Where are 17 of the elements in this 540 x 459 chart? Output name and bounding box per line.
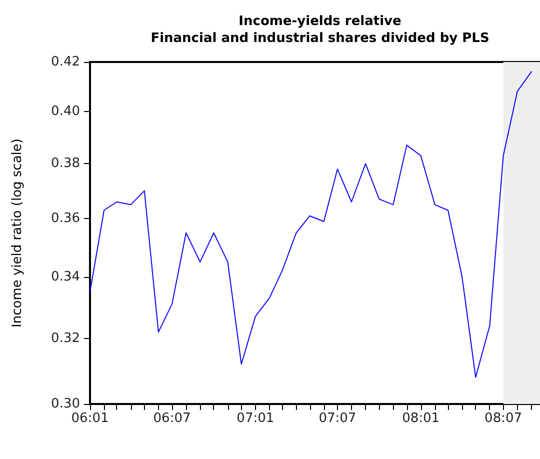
y-tick-label: 0.30 (51, 396, 80, 412)
x-tick-label: 07:01 (236, 411, 274, 426)
y-tick-label: 0.32 (51, 330, 80, 346)
y-tick-label: 0.36 (51, 211, 80, 226)
x-tick-label: 06:01 (71, 411, 109, 426)
chart-title: Income-yields relative (238, 14, 402, 29)
y-tick-label: 0.40 (51, 104, 80, 120)
y-tick-label: 0.38 (51, 156, 80, 172)
y-tick-label: 0.42 (51, 54, 80, 70)
chart-subtitle: Financial and industrial shares divided by PLS (150, 31, 490, 46)
x-tick-label: 06:07 (153, 411, 191, 426)
x-tick-label: 08:07 (484, 411, 522, 426)
y-tick-label: 0.34 (51, 269, 80, 284)
y-axis-title: Income yield ratio (log scale) (10, 138, 25, 328)
x-tick-label: 08:01 (402, 411, 440, 426)
x-tick-label: 07:07 (318, 411, 356, 426)
line-series (90, 71, 532, 378)
